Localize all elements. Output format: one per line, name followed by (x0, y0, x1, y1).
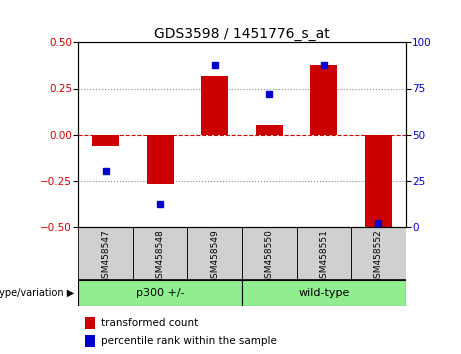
Bar (85, 335, 95, 347)
Text: p300 +/-: p300 +/- (136, 288, 184, 298)
Text: transformed count: transformed count (101, 318, 199, 328)
Text: GSM458551: GSM458551 (319, 229, 328, 284)
Bar (78, 227, 133, 280)
Bar (310, 64, 337, 135)
Bar (296, 227, 351, 280)
Text: wild-type: wild-type (298, 288, 349, 298)
Text: GSM458548: GSM458548 (156, 229, 165, 284)
Bar (147, 135, 174, 184)
Bar (256, 125, 283, 135)
Bar (133, 227, 188, 280)
Bar (365, 135, 392, 230)
Text: GSM458550: GSM458550 (265, 229, 274, 284)
Bar (201, 76, 228, 135)
Bar (351, 227, 406, 280)
Bar (85, 317, 95, 329)
Text: percentile rank within the sample: percentile rank within the sample (101, 336, 277, 346)
Bar (92, 135, 119, 145)
Bar (188, 227, 242, 280)
Text: GSM458549: GSM458549 (210, 229, 219, 284)
Text: GSM458547: GSM458547 (101, 229, 110, 284)
Bar (242, 280, 406, 306)
Text: GSM458552: GSM458552 (374, 229, 383, 284)
Bar (78, 280, 242, 306)
Title: GDS3598 / 1451776_s_at: GDS3598 / 1451776_s_at (154, 28, 330, 41)
Bar (242, 227, 296, 280)
Text: genotype/variation ▶: genotype/variation ▶ (0, 288, 74, 298)
